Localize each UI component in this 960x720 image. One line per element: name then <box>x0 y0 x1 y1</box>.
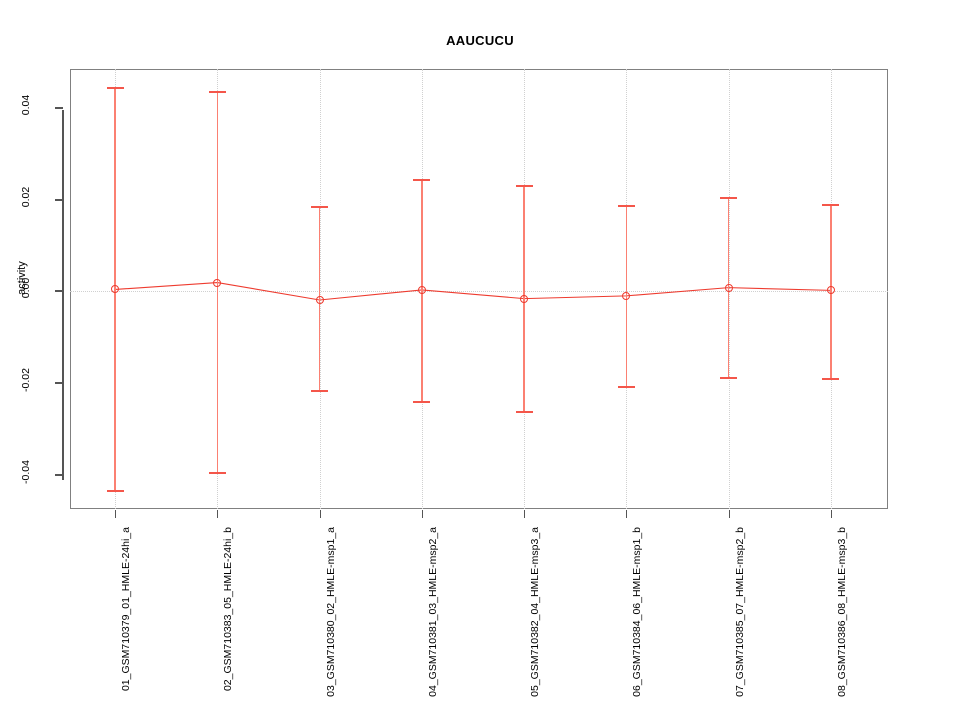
y-tick-mark <box>55 473 63 476</box>
y-tick-mark <box>55 290 63 293</box>
y-axis-line <box>62 110 64 480</box>
error-bar-cap-lower <box>822 378 840 381</box>
y-tick-mark <box>55 106 63 109</box>
x-tick-label: 04_GSM710381_03_HMLE-msp2_a <box>426 527 439 697</box>
error-bar-cap-lower <box>720 377 738 380</box>
error-bar-cap-lower <box>311 390 329 393</box>
zero-gridline <box>70 291 888 293</box>
series-line <box>115 282 831 301</box>
x-tick-label: 05_GSM710382_04_HMLE-msp3_a <box>529 527 542 697</box>
y-tick-mark <box>55 198 63 201</box>
x-tick-mark <box>217 510 219 518</box>
y-tick-label: 0.04 <box>0 95 52 115</box>
y-tick-label: 0.00 <box>0 278 52 298</box>
x-tick-mark <box>421 510 423 518</box>
x-tick-mark <box>115 510 117 518</box>
y-tick-label: -0.04 <box>0 460 52 484</box>
x-tick-mark <box>830 510 832 518</box>
error-bar-cap-upper <box>720 196 738 199</box>
data-point-marker <box>622 291 631 300</box>
error-bar-cap-upper <box>311 206 329 209</box>
y-tick-label-text: -0.04 <box>20 459 32 484</box>
x-tick-label: 08_GSM710386_08_HMLE-msp3_b <box>835 527 848 697</box>
x-tick-label: 07_GSM710385_07_HMLE-msp2_b <box>733 527 746 697</box>
error-bar-cap-upper <box>822 203 840 206</box>
data-point-marker <box>724 283 733 292</box>
data-point-marker <box>111 285 120 294</box>
x-tick-label: 01_GSM710379_01_HMLE-24hi_a <box>120 527 133 692</box>
page-title: AAUCUCU <box>446 33 514 48</box>
data-point-marker <box>315 296 324 304</box>
data-point-marker <box>520 294 529 303</box>
plot-area <box>70 69 888 509</box>
error-bar-cap-lower <box>106 490 124 493</box>
y-tick-label: -0.02 <box>0 368 52 392</box>
error-bar-cap-upper <box>413 179 431 181</box>
x-tick-mark <box>728 510 730 518</box>
y-tick-label-text: -0.02 <box>20 367 32 392</box>
error-bar-cap-lower <box>208 472 226 475</box>
x-tick-mark <box>626 510 628 518</box>
x-tick-label: 02_GSM710383_05_HMLE-24hi_b <box>222 527 235 692</box>
error-bar-cap-lower <box>515 411 533 414</box>
y-tick-label-text: 0.02 <box>20 186 32 207</box>
data-point-marker <box>213 278 222 287</box>
error-bar-cap-upper <box>208 91 226 94</box>
data-point-marker <box>417 285 426 294</box>
x-tick-label: 06_GSM710384_06_HMLE-msp1_b <box>631 527 644 697</box>
x-tick-mark <box>524 510 526 518</box>
data-point-marker <box>826 286 835 295</box>
y-tick-mark <box>55 381 63 384</box>
error-bar-cap-upper <box>617 204 635 207</box>
y-tick-label-text: 0.04 <box>20 94 32 116</box>
x-tick-mark <box>319 510 321 518</box>
error-bar-cap-upper <box>515 184 533 187</box>
y-tick-label: 0.02 <box>0 186 52 206</box>
error-bar-cap-upper <box>106 86 124 89</box>
y-tick-label-text: 0.00 <box>20 278 32 299</box>
error-bar-cap-lower <box>617 385 635 388</box>
x-tick-label: 03_GSM710380_02_HMLE-msp1_a <box>324 527 337 697</box>
plot-frame <box>70 69 888 509</box>
error-bar-cap-lower <box>413 400 431 403</box>
